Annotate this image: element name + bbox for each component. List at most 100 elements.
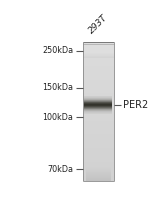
Bar [83, 174, 114, 175]
Bar [83, 90, 114, 91]
Bar [83, 143, 114, 144]
Bar [83, 163, 114, 164]
Bar [83, 136, 114, 137]
Bar [86, 168, 111, 169]
Bar [83, 61, 114, 62]
Bar [83, 162, 114, 163]
Bar [84, 108, 112, 109]
Bar [83, 78, 114, 79]
Bar [86, 178, 111, 179]
Bar [83, 87, 114, 88]
Bar [84, 105, 112, 106]
Bar [83, 152, 114, 153]
Bar [83, 73, 114, 74]
Bar [83, 153, 114, 154]
Bar [83, 114, 114, 115]
Bar [83, 96, 114, 97]
Bar [83, 62, 114, 63]
Bar [83, 88, 114, 89]
Bar [83, 51, 114, 52]
Bar [83, 128, 114, 129]
Bar [83, 147, 114, 148]
Text: 70kDa: 70kDa [47, 165, 73, 174]
Bar [83, 82, 114, 83]
Bar [83, 118, 114, 119]
Bar [84, 97, 112, 98]
Bar [83, 50, 114, 51]
Bar [84, 96, 112, 97]
Bar [83, 138, 114, 139]
Bar [83, 104, 114, 105]
Bar [86, 172, 111, 173]
Bar [86, 179, 111, 180]
Bar [83, 108, 114, 109]
Bar [83, 126, 114, 127]
Bar [83, 59, 114, 60]
Bar [83, 86, 114, 87]
Bar [83, 127, 114, 128]
Bar [83, 172, 114, 173]
Bar [83, 131, 114, 132]
Bar [83, 180, 114, 181]
Bar [83, 121, 114, 122]
Bar [83, 92, 114, 93]
Bar [83, 164, 114, 165]
Bar [83, 119, 114, 120]
Bar [83, 84, 114, 85]
Bar [83, 45, 114, 46]
Bar [83, 168, 114, 169]
Bar [83, 165, 114, 166]
Bar [83, 151, 114, 152]
Bar [83, 159, 114, 160]
Bar [83, 105, 114, 106]
Bar [83, 158, 114, 159]
Bar [83, 106, 114, 107]
Bar [83, 63, 114, 64]
Bar [83, 54, 114, 55]
Bar [83, 170, 114, 171]
Bar [83, 156, 114, 157]
Bar [83, 47, 114, 48]
Bar [83, 70, 114, 71]
Bar [83, 140, 114, 141]
Bar [83, 137, 114, 138]
Bar [84, 106, 112, 107]
Text: 100kDa: 100kDa [42, 113, 73, 122]
Bar [83, 179, 114, 180]
Bar [86, 180, 111, 181]
Bar [83, 72, 114, 73]
Bar [83, 113, 114, 114]
Bar [83, 110, 114, 111]
Bar [84, 103, 112, 104]
Bar [83, 115, 114, 116]
Bar [83, 124, 114, 125]
Bar [83, 134, 114, 135]
Bar [83, 161, 114, 162]
Bar [83, 169, 114, 170]
Bar [83, 65, 114, 66]
Bar [83, 123, 114, 124]
Bar [83, 71, 114, 72]
Bar [83, 77, 114, 78]
Bar [83, 83, 114, 84]
Bar [83, 139, 114, 140]
Bar [83, 42, 114, 43]
Bar [83, 53, 114, 54]
Bar [83, 142, 114, 143]
Bar [83, 91, 114, 92]
Bar [86, 173, 111, 174]
Bar [86, 171, 111, 172]
Bar [83, 99, 114, 100]
Bar [83, 69, 114, 70]
Bar [83, 102, 114, 103]
Bar [83, 103, 114, 104]
Bar [83, 175, 114, 176]
Bar [83, 157, 114, 158]
Bar [83, 64, 114, 65]
Bar [83, 135, 114, 136]
Bar [83, 109, 114, 110]
Bar [84, 109, 112, 110]
Bar [83, 107, 114, 108]
Bar [83, 89, 114, 90]
Bar [83, 145, 114, 146]
